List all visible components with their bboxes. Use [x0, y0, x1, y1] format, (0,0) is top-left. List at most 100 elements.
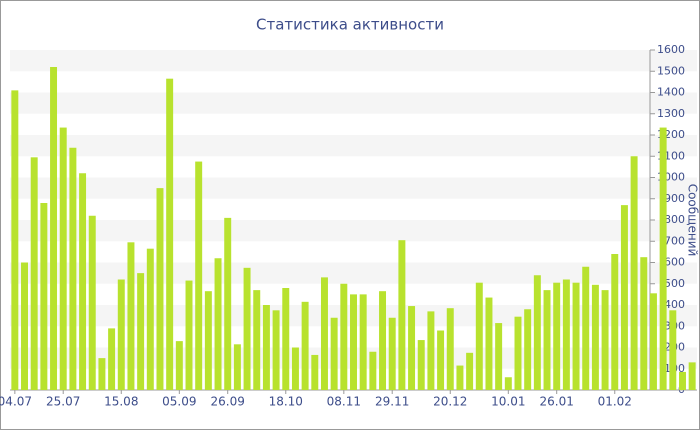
bar [611, 254, 619, 390]
bar [272, 310, 280, 390]
y-tick-label: 1400 [657, 86, 685, 99]
bar [262, 305, 270, 390]
y-tick-label: 900 [664, 192, 685, 205]
bar [88, 215, 96, 390]
grid-band [10, 92, 697, 114]
bar [620, 205, 628, 390]
bar [640, 257, 648, 390]
bar [591, 284, 599, 390]
bar [582, 266, 590, 390]
y-tick-label: 600 [664, 256, 685, 269]
bar [98, 358, 106, 390]
y-tick-label: 800 [664, 213, 685, 226]
bar [514, 316, 522, 390]
bar [253, 290, 261, 390]
bar [233, 344, 241, 390]
x-tick-label: 05.09 [162, 395, 196, 409]
x-tick-label: 20.12 [433, 395, 467, 409]
bar [108, 328, 116, 390]
bar [320, 277, 328, 390]
bar [195, 161, 203, 390]
bar [659, 127, 667, 390]
bar [543, 290, 551, 390]
bar [679, 371, 686, 390]
bar [466, 352, 474, 390]
x-tick-label: 04.07 [0, 395, 32, 409]
y-tick-label: 700 [664, 234, 685, 247]
bar [117, 279, 125, 390]
bar [350, 294, 357, 390]
bar [485, 297, 493, 390]
bar [533, 275, 541, 390]
bar [408, 306, 416, 390]
bar [427, 311, 435, 390]
x-tick-label: 26.01 [540, 395, 574, 409]
bar [504, 377, 512, 390]
bar [398, 240, 406, 390]
bar [572, 282, 580, 390]
bar [30, 157, 38, 390]
bar [127, 242, 135, 390]
grid-band [10, 177, 697, 199]
bar [475, 282, 483, 390]
bar [553, 282, 561, 390]
bar [524, 309, 532, 390]
bar [214, 258, 222, 390]
bar [146, 248, 154, 390]
bar [224, 217, 232, 390]
bar [156, 188, 164, 390]
bar [446, 308, 454, 390]
grid-band [10, 135, 697, 157]
bar [50, 67, 58, 390]
bar [369, 351, 377, 390]
bar [359, 294, 367, 390]
bar [417, 340, 425, 390]
x-tick-label: 15.08 [104, 395, 138, 409]
y-tick-label: 1300 [657, 107, 685, 120]
bar [243, 267, 251, 390]
bar [456, 365, 464, 390]
bar [137, 273, 145, 390]
bar [69, 147, 77, 390]
x-tick-label: 26.09 [211, 395, 245, 409]
bar [562, 279, 570, 390]
bar [21, 262, 28, 390]
bar [388, 317, 396, 390]
bar [340, 283, 348, 390]
bar [311, 354, 319, 390]
x-tick-label: 10.01 [491, 395, 525, 409]
bar [301, 301, 309, 390]
bar [649, 293, 657, 390]
y-tick-label: 1600 [657, 43, 685, 56]
bar [11, 90, 19, 390]
y-tick-label: 400 [664, 298, 685, 311]
bar [185, 280, 193, 390]
chart-title: Статистика активности [256, 16, 444, 34]
x-tick-label: 08.11 [327, 395, 361, 409]
bar [59, 127, 67, 390]
y-tick-label: 1500 [657, 64, 685, 77]
x-tick-label: 18.10 [269, 395, 303, 409]
grid-band [10, 220, 697, 242]
bar [291, 347, 299, 390]
bar [379, 291, 387, 390]
bar [79, 173, 87, 390]
grid-band [10, 50, 697, 72]
grid-band [10, 262, 697, 284]
bar [166, 78, 174, 390]
x-tick-label: 01.02 [598, 395, 632, 409]
bar [330, 317, 338, 390]
bar [688, 362, 696, 390]
bar [495, 323, 503, 390]
bar [40, 203, 48, 390]
bar [437, 330, 445, 390]
bar [282, 288, 290, 390]
bar [204, 291, 212, 390]
y-axis-label: Сообщений [686, 184, 700, 257]
x-tick-label: 29.11 [375, 395, 409, 409]
bar [669, 310, 677, 390]
bar [175, 341, 183, 390]
bar [630, 156, 638, 390]
bar [601, 290, 609, 390]
